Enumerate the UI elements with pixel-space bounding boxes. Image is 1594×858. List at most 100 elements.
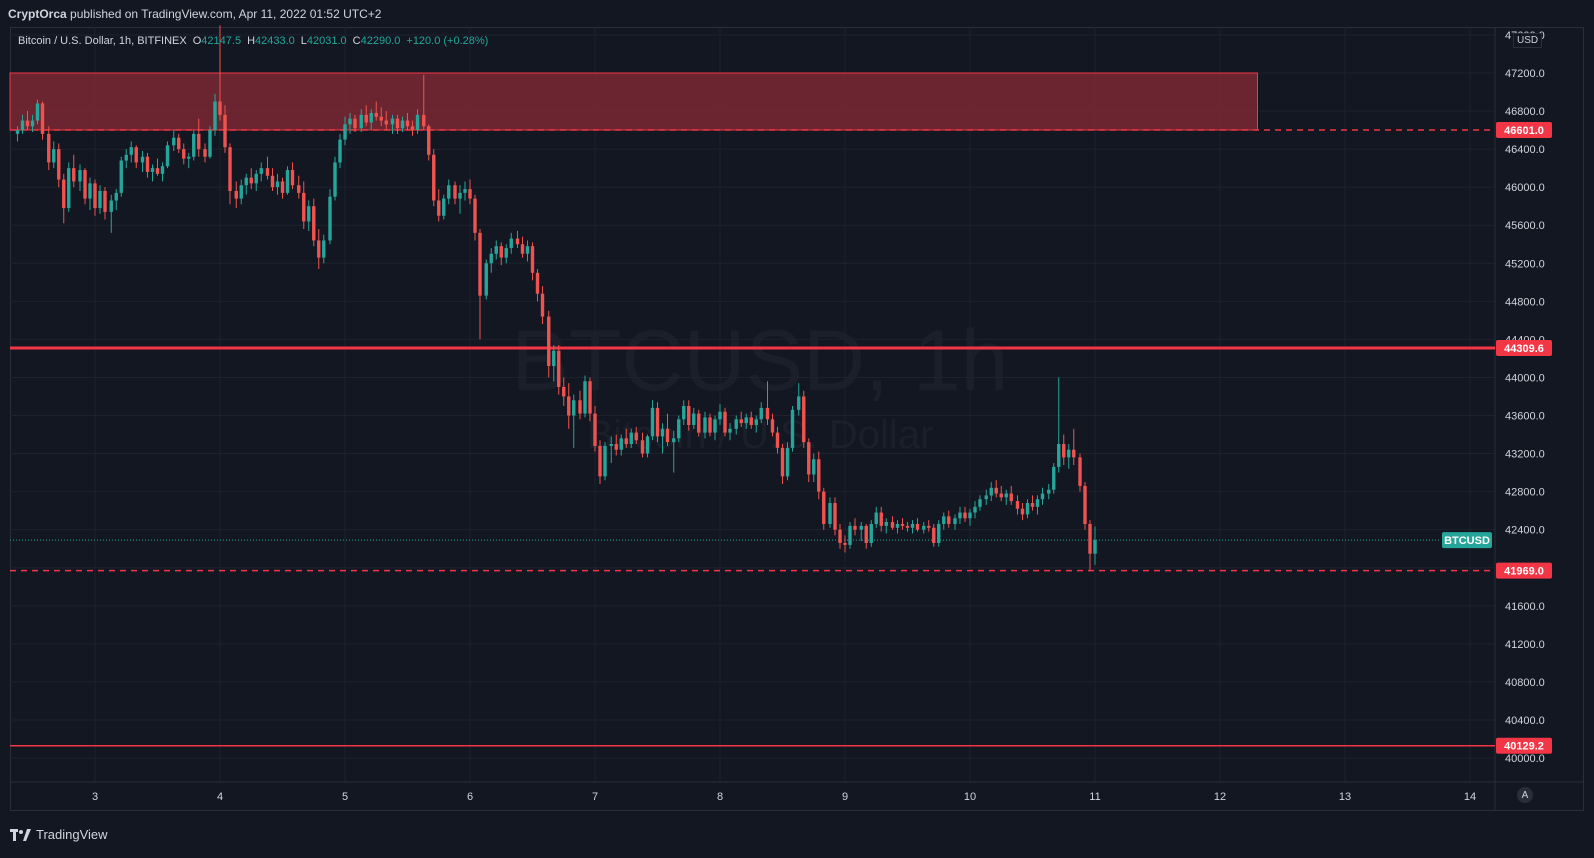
candle-body[interactable] [458,192,462,199]
candle-body[interactable] [270,175,275,188]
candle-body[interactable] [723,411,727,433]
candle-body[interactable] [785,447,790,477]
candle-body[interactable] [1062,444,1066,458]
candle-body[interactable] [35,103,40,121]
candle-body[interactable] [290,170,295,186]
candle-body[interactable] [1030,503,1035,507]
candle-body[interactable] [1035,499,1040,507]
candle-body[interactable] [427,126,431,155]
candle-body[interactable] [239,185,243,199]
candle-body[interactable] [665,428,670,443]
candle-body[interactable] [30,120,35,127]
candle-body[interactable] [562,386,566,397]
candle-body[interactable] [947,516,951,524]
last-price-symbol-tag[interactable] [1442,532,1492,549]
candle-body[interactable] [395,118,400,129]
candle-body[interactable] [20,120,25,131]
candle-body[interactable] [822,491,826,524]
candle-body[interactable] [78,170,82,182]
candle-body[interactable] [958,512,962,519]
candle-body[interactable] [932,527,936,543]
candle-body[interactable] [978,499,982,507]
candle-body[interactable] [999,493,1003,498]
candle-body[interactable] [145,156,150,172]
candle-body[interactable] [134,147,138,163]
candle-body[interactable] [1052,466,1056,490]
level-price-tag[interactable] [1496,339,1552,356]
candle-body[interactable] [780,447,785,477]
auto-scale-button[interactable]: A [1517,787,1533,803]
candle-body[interactable] [578,400,582,414]
candle-body[interactable] [593,413,597,446]
candle-body[interactable] [67,168,71,209]
candle-body[interactable] [692,413,696,426]
candle-body[interactable] [853,525,857,530]
candle-body[interactable] [520,244,525,254]
candle-body[interactable] [422,114,426,127]
candle-body[interactable] [759,407,763,420]
candle-body[interactable] [807,442,811,475]
candle-body[interactable] [499,246,503,258]
candle-body[interactable] [770,419,775,433]
candle-body[interactable] [874,512,878,524]
candle-body[interactable] [1067,449,1071,458]
candle-body[interactable] [348,118,352,125]
candle-body[interactable] [297,185,301,193]
candle-body[interactable] [72,168,76,182]
candle-body[interactable] [552,350,556,367]
candle-body[interactable] [249,177,253,184]
candle-body[interactable] [619,438,623,450]
candle-body[interactable] [509,238,513,249]
candle-body[interactable] [922,525,926,530]
candle-body[interactable] [197,133,201,150]
tradingview-logo[interactable]: TradingView [10,827,108,842]
candle-body[interactable] [463,189,467,193]
candle-body[interactable] [812,459,816,475]
candle-body[interactable] [708,417,712,433]
candle-body[interactable] [187,156,191,159]
candle-body[interactable] [208,130,212,157]
candle-body[interactable] [364,114,368,123]
candle-body[interactable] [1078,457,1082,486]
candle-body[interactable] [172,137,176,146]
level-price-tag[interactable] [1496,121,1552,138]
currency-button[interactable]: USD [1513,33,1543,48]
candle-body[interactable] [369,112,373,123]
candle-body[interactable] [672,438,676,443]
candle-body[interactable] [989,487,993,496]
candle-body[interactable] [547,316,551,367]
candle-body[interactable] [572,400,576,416]
candle-body[interactable] [88,183,92,199]
candle-body[interactable] [953,518,957,524]
candle-body[interactable] [655,407,660,437]
candle-body[interactable] [973,506,977,513]
candle-body[interactable] [275,181,280,188]
candle-body[interactable] [213,101,217,131]
candle-body[interactable] [848,525,852,545]
candle-body[interactable] [828,503,832,524]
candle-body[interactable] [713,419,717,433]
candle-body[interactable] [40,103,45,134]
candle-body[interactable] [884,522,888,526]
candle-body[interactable] [384,120,388,125]
candle-body[interactable] [1083,485,1087,524]
candle-body[interactable] [660,428,665,437]
candle-body[interactable] [1072,449,1076,458]
candle-body[interactable] [223,114,227,148]
candle-body[interactable] [328,196,332,241]
candle-body[interactable] [567,396,571,416]
candle-body[interactable] [322,240,326,258]
candle-body[interactable] [802,396,806,443]
candle-body[interactable] [203,149,207,157]
candle-body[interactable] [915,523,920,530]
candle-body[interactable] [557,350,561,387]
candle-body[interactable] [687,405,691,426]
candle-body[interactable] [93,183,97,209]
candle-body[interactable] [140,156,145,163]
candle-body[interactable] [744,417,748,424]
candle-body[interactable] [790,409,795,448]
candle-body[interactable] [25,120,30,127]
candle-body[interactable] [119,160,123,193]
candle-body[interactable] [103,190,107,212]
